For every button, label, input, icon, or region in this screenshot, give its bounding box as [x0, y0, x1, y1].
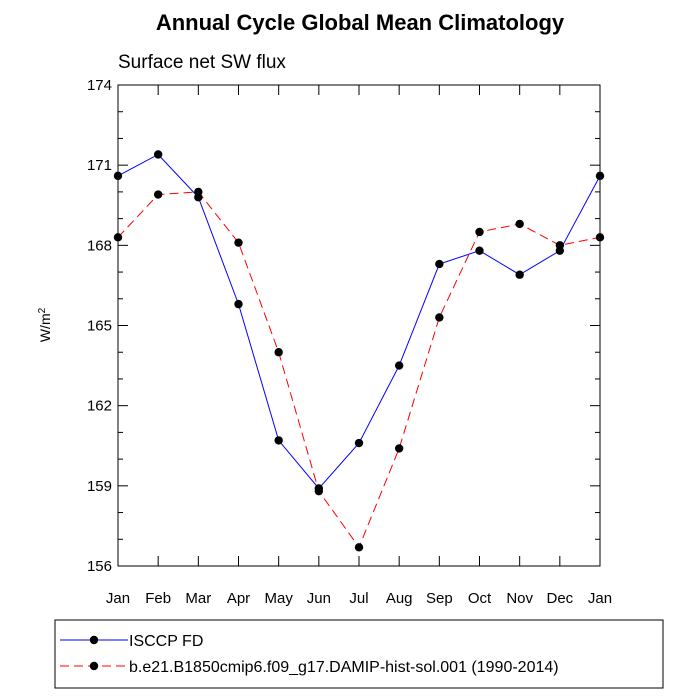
series-1-point [234, 299, 243, 309]
y-axis-label: W/m2 [37, 307, 54, 342]
series-1-point [475, 246, 484, 255]
x-tick-label: Sep [426, 590, 453, 607]
series-2-point [515, 219, 524, 229]
series-2-point [435, 313, 444, 322]
series-2-point [314, 486, 324, 496]
series-1-point [515, 270, 524, 279]
y-tick-label: 162 [87, 398, 112, 415]
x-tick-label: Oct [468, 590, 492, 607]
series-1-point [113, 171, 123, 181]
x-tick-label: Jun [307, 590, 331, 607]
series-2-point [354, 543, 364, 552]
series-1-point [435, 259, 444, 269]
series-layer [113, 150, 605, 552]
series-2-point [194, 187, 203, 197]
y-tick-label: 174 [87, 77, 112, 94]
x-tick-label: Jul [349, 590, 368, 607]
x-tick-labels: Jan Feb Mar Apr May Jun Jul Aug Sep Oct Nov Dec Jan [106, 590, 612, 607]
series-1-point [394, 361, 404, 370]
y-tick-label: 165 [87, 318, 112, 335]
x-tick-label: Mar [185, 590, 211, 607]
series-2-point [555, 241, 565, 250]
y-axis-label-superscript: 2 [37, 307, 48, 313]
series-2-point [475, 227, 484, 237]
chart-subtitle: Surface net SW flux [118, 52, 286, 73]
x-tick-label: Aug [386, 590, 413, 607]
series-1-point [274, 436, 283, 445]
chart-title: Annual Cycle Global Mean Climatology [156, 10, 565, 35]
series-1-point [595, 171, 605, 181]
y-tick-label: 159 [87, 478, 112, 495]
series-2-point [274, 348, 283, 357]
series-2-point [234, 238, 243, 247]
x-tick-label: May [264, 590, 293, 607]
legend-box [54, 619, 664, 689]
axis-ticks [117, 84, 601, 567]
legend-label-2: b.e21.B1850cmip6.f09_g17.DAMIP-hist-sol.… [129, 659, 559, 676]
y-tick-label: 168 [87, 237, 112, 254]
y-tick-label: 171 [87, 157, 112, 174]
series-2-point [153, 190, 163, 199]
plot-frame [117, 84, 601, 567]
series-line-2 [117, 191, 601, 549]
y-axis-label-text: W/m [37, 313, 53, 342]
legend: ISCCP FD b.e21.B1850cmip6.f09_g17.DAMIP-h… [60, 633, 559, 676]
y-tick-label: 156 [87, 558, 112, 575]
x-tick-label: Jan [106, 590, 130, 607]
x-tick-label: Nov [506, 590, 533, 607]
series-line-1 [117, 153, 601, 490]
x-tick-label: Feb [145, 590, 171, 607]
x-tick-label: Dec [546, 590, 573, 607]
legend-marker-2 [89, 661, 99, 671]
legend-marker-1 [89, 635, 99, 645]
x-tick-label: Jan [588, 590, 612, 607]
legend-label-1: ISCCP FD [129, 633, 203, 650]
series-2-point [595, 233, 605, 242]
series-1-point [153, 150, 163, 159]
y-tick-labels: 156 159 162 165 168 171 174 [87, 77, 112, 575]
series-2-point [113, 233, 123, 242]
series-2-point [394, 444, 404, 453]
x-tick-label: Apr [227, 590, 250, 607]
series-1-point [354, 438, 364, 448]
